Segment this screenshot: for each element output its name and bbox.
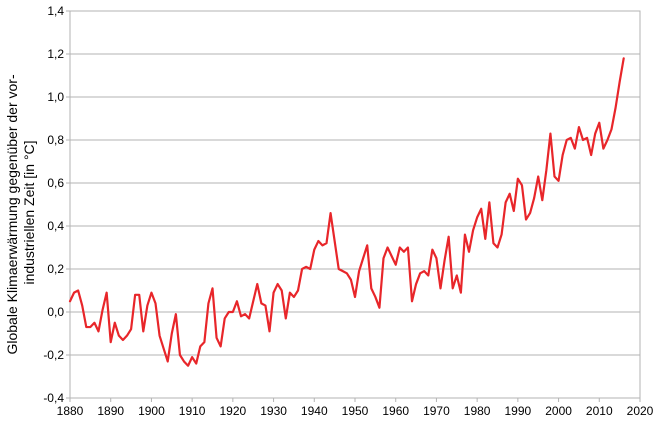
y-tick-label: -0,4 [43, 391, 64, 405]
y-tick-label: 0,8 [47, 133, 64, 147]
y-tick-label: 1,2 [47, 47, 64, 61]
series-layer [68, 57, 625, 367]
x-tick-label: 1900 [138, 404, 165, 418]
x-tick-label: 2010 [586, 404, 613, 418]
x-tick-label: 1910 [179, 404, 206, 418]
x-tick-label: 1920 [220, 404, 247, 418]
x-tick-label: 1950 [342, 404, 369, 418]
x-tick-label: 1890 [97, 404, 124, 418]
x-tick-label: 1930 [260, 404, 287, 418]
x-tick-label: 1940 [301, 404, 328, 418]
y-axis-title: Globale Klimaerwärmung gegenüber der vor… [4, 70, 37, 354]
x-axis-tick-labels: 1880 1890 1900 1910 1920 1930 1940 1950 1960 1970… [57, 404, 654, 418]
y-axis-tick-labels: -0,4 -0,2 0,0 0,2 0,4 0,6 0,8 1,0 1,2 1,4 [43, 4, 64, 405]
plot-area-frame [69, 10, 641, 399]
series-line [68, 57, 625, 367]
y-tick-label: 0,6 [47, 176, 64, 190]
x-tick-label: 1960 [382, 404, 409, 418]
x-tick-label: 2020 [627, 404, 654, 418]
grid [66, 10, 641, 402]
x-tick-label: 1880 [57, 404, 84, 418]
x-tick-label: 1990 [505, 404, 532, 418]
y-tick-label: 1,4 [47, 4, 64, 18]
y-tick-label: 0,0 [47, 305, 64, 319]
y-axis-title-line-2: industriellen Zeit [in °C] [21, 140, 37, 284]
y-tick-label: -0,2 [43, 348, 64, 362]
x-tick-label: 1970 [423, 404, 450, 418]
x-tick-label: 1980 [464, 404, 491, 418]
y-tick-label: 0,2 [47, 262, 64, 276]
y-axis-title-line-1: Globale Klimaerwärmung gegenüber der vor… [4, 74, 20, 354]
y-tick-label: 0,4 [47, 219, 64, 233]
y-tick-label: 1,0 [47, 90, 64, 104]
x-tick-label: 2000 [545, 404, 572, 418]
